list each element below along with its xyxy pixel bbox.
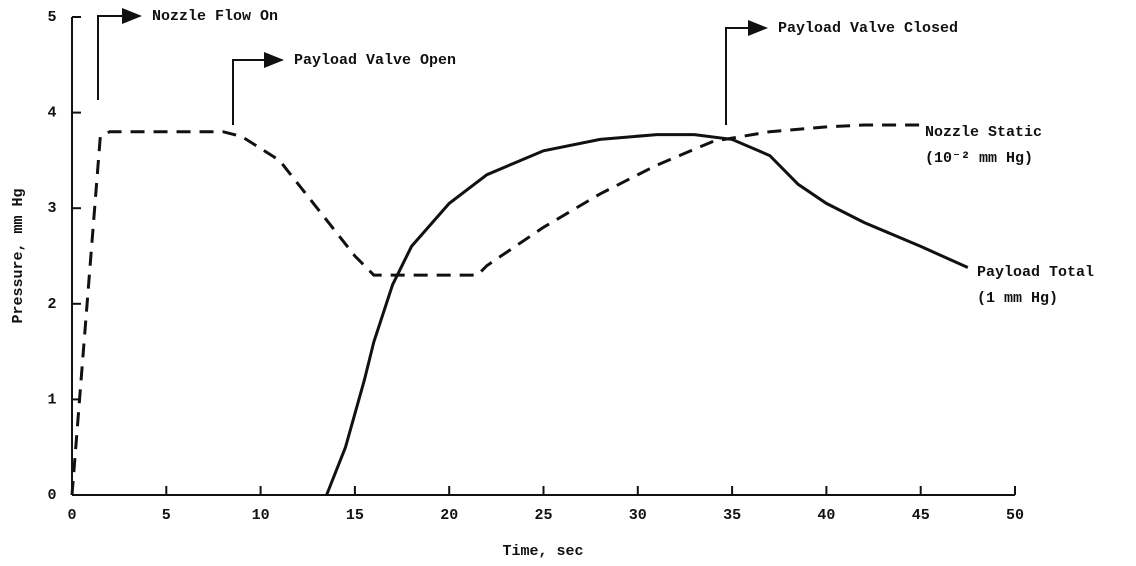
annotation: Payload Valve Open <box>294 52 456 69</box>
annotation-leader <box>97 8 142 100</box>
x-tick-label: 40 <box>817 507 835 524</box>
series-unit-label: (1 mm Hg) <box>977 290 1058 307</box>
annotation-leader <box>725 20 768 125</box>
series-label: Payload Total <box>977 264 1094 281</box>
x-tick-label: 35 <box>723 507 741 524</box>
series-line <box>70 123 921 496</box>
series-label: Nozzle Static <box>925 124 1042 141</box>
x-tick-label: 5 <box>162 507 171 524</box>
x-tick-label: 30 <box>629 507 647 524</box>
x-tick-label: 25 <box>534 507 552 524</box>
x-tick-label: 10 <box>252 507 270 524</box>
y-tick-label: 2 <box>47 296 56 313</box>
y-tick-label: 4 <box>47 105 56 122</box>
x-tick-label: 50 <box>1006 507 1024 524</box>
y-tick-label: 3 <box>47 200 56 217</box>
x-tick-label: 0 <box>67 507 76 524</box>
y-tick-label: 5 <box>47 9 56 26</box>
x-tick-label: 20 <box>440 507 458 524</box>
y-axis-label: Pressure, mm Hg <box>10 188 27 323</box>
series-unit-label: (10⁻² mm Hg) <box>925 150 1033 167</box>
x-tick-label: 45 <box>912 507 930 524</box>
annotation-leader <box>232 52 284 125</box>
annotation: Payload Valve Closed <box>778 20 958 37</box>
series-line <box>325 133 969 496</box>
y-tick-label: 1 <box>47 391 56 408</box>
annotation: Nozzle Flow On <box>152 8 278 25</box>
x-axis-label: Time, sec <box>502 543 583 560</box>
x-tick-label: 15 <box>346 507 364 524</box>
y-tick-label: 0 <box>47 487 56 504</box>
